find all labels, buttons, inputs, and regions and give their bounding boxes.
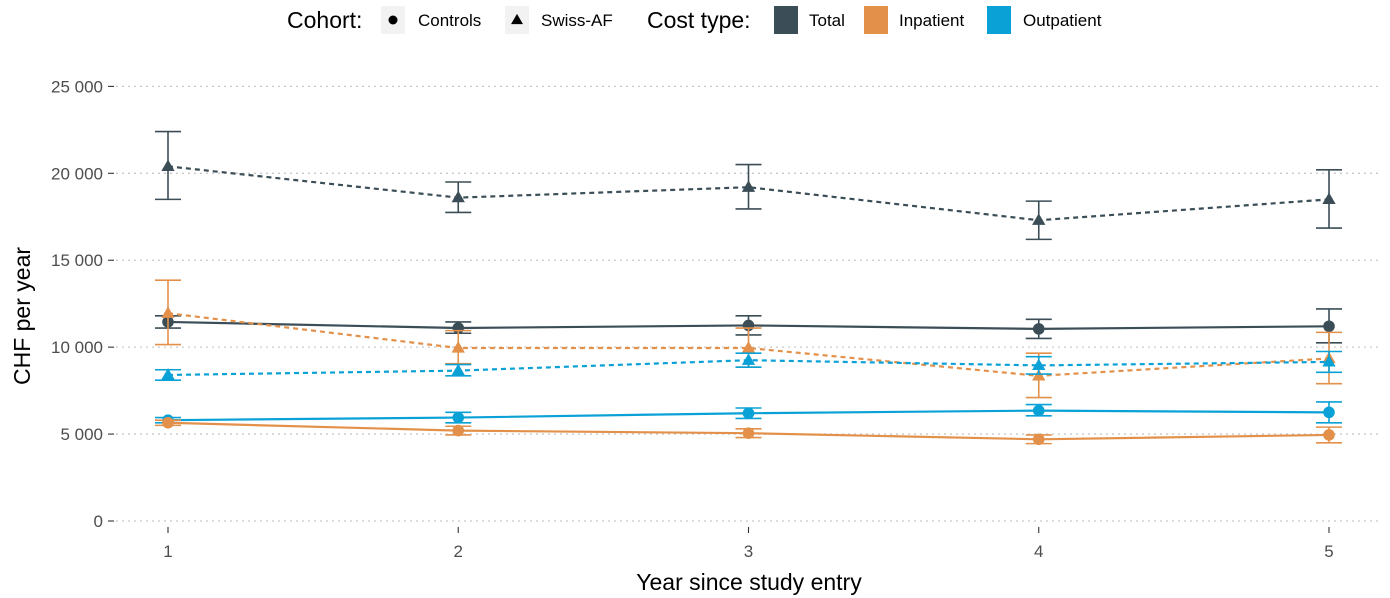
y-tick-label: 0: [94, 512, 103, 531]
legend-controls-marker: [388, 15, 398, 25]
y-tick-label: 5 000: [60, 425, 103, 444]
legend-cohort-label: Swiss-AF: [541, 11, 613, 30]
data-point: [1032, 433, 1045, 446]
series-swiss-af-total: [155, 130, 1342, 241]
data-point: [161, 159, 175, 171]
legend-cohort-label: Controls: [418, 11, 481, 30]
legend-cost-label: Total: [809, 11, 845, 30]
data-point: [1323, 429, 1335, 441]
data-point: [741, 180, 756, 192]
x-tick-label: 4: [1034, 542, 1043, 561]
legend-cohort-title: Cohort:: [287, 7, 362, 33]
data-point: [1323, 320, 1335, 333]
y-tick-label: 25 000: [51, 77, 103, 96]
series-swiss-af-inpatient: [155, 279, 1342, 399]
legend-outpatient-swatch: [987, 6, 1011, 34]
data-point: [1032, 213, 1046, 225]
x-tick-label: 3: [744, 542, 753, 561]
series-controls-inpatient: [155, 416, 1342, 446]
data-point: [1322, 192, 1336, 205]
data-point: [451, 190, 465, 203]
series-swiss-af-outpatient: [155, 350, 1342, 381]
data-point: [452, 424, 465, 437]
data-point: [1323, 406, 1335, 419]
y-tick-label: 10 000: [51, 338, 103, 357]
data-point: [162, 416, 174, 429]
y-axis-title: CHF per year: [9, 247, 35, 385]
legend: Cohort: Controls Swiss-AF Cost type: Total In…: [287, 6, 1102, 34]
data-point: [451, 363, 465, 376]
data-point: [742, 427, 755, 440]
data-point: [1032, 404, 1045, 417]
data-point: [161, 368, 175, 380]
data-point: [161, 306, 175, 318]
data-point: [741, 353, 756, 365]
x-tick-label: 5: [1324, 542, 1333, 561]
data-point: [451, 341, 465, 353]
x-axis-title: Year since study entry: [636, 569, 862, 595]
axes: 0 5 000 10 000 15 000 20 000 25 000 1 2 3 4 5: [51, 77, 1334, 561]
data-point: [452, 411, 465, 424]
grid: [116, 85, 1382, 522]
data-point: [1032, 358, 1046, 371]
series-layer: [155, 130, 1342, 446]
legend-swiss-af-marker: [511, 13, 523, 25]
x-tick-label: 2: [454, 542, 463, 561]
series-controls-outpatient: [155, 401, 1342, 426]
data-point: [1322, 355, 1336, 367]
legend-cost-label: Inpatient: [899, 11, 964, 30]
x-tick-label: 1: [163, 542, 172, 561]
data-point: [742, 407, 755, 420]
legend-cost-title: Cost type:: [647, 7, 751, 33]
series-controls-total: [155, 308, 1342, 344]
y-tick-label: 15 000: [51, 251, 103, 270]
legend-inpatient-swatch: [864, 6, 888, 34]
y-tick-label: 20 000: [51, 164, 103, 183]
legend-cost-label: Outpatient: [1023, 11, 1102, 30]
legend-total-swatch: [774, 6, 798, 34]
data-point: [1032, 323, 1045, 335]
data-point: [741, 341, 756, 353]
